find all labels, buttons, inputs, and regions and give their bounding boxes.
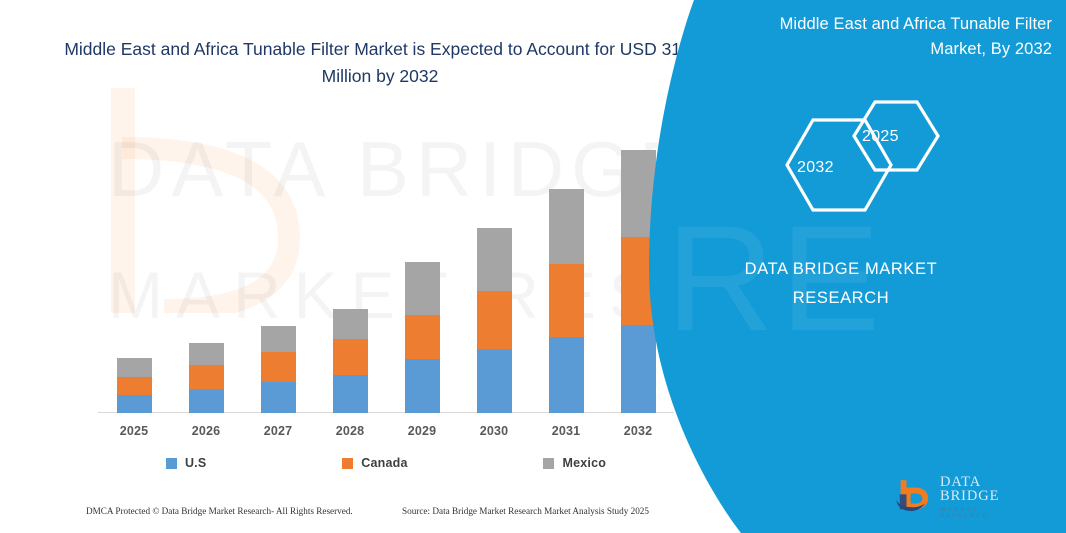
panel-shape: RE [649,0,1066,533]
bar-segment-Canada-2028 [332,339,368,375]
bar-segment-US-2026 [188,389,224,413]
bar-stack [260,326,296,413]
bar-stack [116,358,152,413]
bar-stack [404,262,440,413]
x-axis-label-2028: 2028 [335,424,365,438]
hexagon-label-2025: 2025 [862,128,899,145]
bar-segment-US-2029 [404,359,440,413]
legend-item-US[interactable]: U.S [165,456,207,470]
bar-segment-Mexico-2026 [188,343,224,365]
bar-segment-US-2027 [260,382,296,413]
bar-column-2025 [98,120,170,413]
bar-stack [332,309,368,413]
bar-segment-US-2025 [116,395,152,413]
x-axis-label-2032: 2032 [623,424,653,438]
chart-panel: DATA BRIDGE MARKET RESEARCH Middle East … [64,39,949,516]
legend-label: Mexico [562,456,607,470]
bar-segment-Mexico-2030 [476,228,512,291]
x-axis-label-2026: 2026 [191,424,221,438]
brand-name: DATA BRIDGE MARKET RESEARCH [646,255,1066,313]
bar-segment-Canada-2030 [476,291,512,349]
bar-segment-US-2032 [620,325,656,413]
legend-label: Canada [361,456,408,470]
bar-segment-Mexico-2025 [116,358,152,377]
bar-segment-Canada-2025 [116,377,152,395]
x-axis-label-2027: 2027 [263,424,293,438]
bar-group [98,120,674,413]
bar-segment-US-2030 [476,349,512,413]
bar-stack [476,228,512,413]
logo-badge: DATA BRIDGE MARKET RESEARCH [894,473,1030,519]
bar-segment-Canada-2027 [260,352,296,382]
x-axis-label-2025: 2025 [119,424,149,438]
bar-column-2029 [386,120,458,413]
bar-segment-US-2028 [332,375,368,413]
svg-text:RE: RE [666,194,886,362]
legend-label: U.S [184,456,207,470]
legend-item-Mexico[interactable]: Mexico [543,456,606,470]
logo-line-2: MARKET RESEARCH [940,505,990,519]
bar-column-2026 [170,120,242,413]
x-axis-label-2031: 2031 [551,424,581,438]
bar-segment-Canada-2026 [188,365,224,389]
legend-swatch-icon [543,457,555,469]
x-axis-label-2030: 2030 [479,424,509,438]
bar-segment-Mexico-2031 [548,189,584,264]
bar-column-2028 [314,120,386,413]
brand-line-2: RESEARCH [792,289,890,307]
footer-copyright: DMCA Protected © Data Bridge Market Rese… [86,506,353,516]
bar-segment-Canada-2029 [404,315,440,359]
hexagon-group: 2032 2025 [771,100,1051,230]
logo-line-1: DATA BRIDGE [940,473,1000,505]
bar-segment-Canada-2031 [548,264,584,337]
bar-segment-US-2031 [548,337,584,413]
bar-stack [620,150,656,413]
bar-segment-Mexico-2032 [620,150,656,237]
footer-source: Source: Data Bridge Market Research Mark… [402,506,649,516]
chart-legend: U.S Canada Mexico [98,456,674,470]
bar-segment-Mexico-2027 [260,326,296,352]
bar-column-2031 [530,120,602,413]
legend-swatch-icon [165,457,177,469]
bar-column-2032 [602,120,674,413]
bar-segment-Mexico-2028 [332,309,368,339]
logo-wordmark: DATA BRIDGE MARKET RESEARCH [940,473,1030,519]
panel-title: Middle East and Africa Tunable Filter Ma… [779,15,1052,58]
x-axis-line [98,412,674,413]
bar-column-2027 [242,120,314,413]
bar-segment-Mexico-2029 [404,262,440,315]
legend-swatch-icon [342,457,354,469]
hexagon-label-2032: 2032 [797,159,834,176]
data-bridge-mark-icon [896,480,929,511]
bar-column-2030 [458,120,530,413]
legend-item-Canada[interactable]: Canada [342,456,407,470]
brand-panel: RE [646,0,1066,533]
bar-stack [548,189,584,413]
hexagons-icon [785,100,940,212]
brand-line-1: DATA BRIDGE MARKET [744,260,938,278]
page-title: Middle East and Africa Tunable Filter Ma… [64,39,696,86]
x-axis-labels: 2025 2026 2027 2028 2029 2030 2031 2032 [98,424,674,438]
chart-plot-area: 2025 2026 2027 2028 2029 2030 2031 2032 U.S Cana… [98,120,674,470]
brand-panel-content: Middle East and Africa Tunable Filter Ma… [646,0,1066,533]
x-axis-label-2029: 2029 [407,424,437,438]
bar-stack [188,343,224,413]
